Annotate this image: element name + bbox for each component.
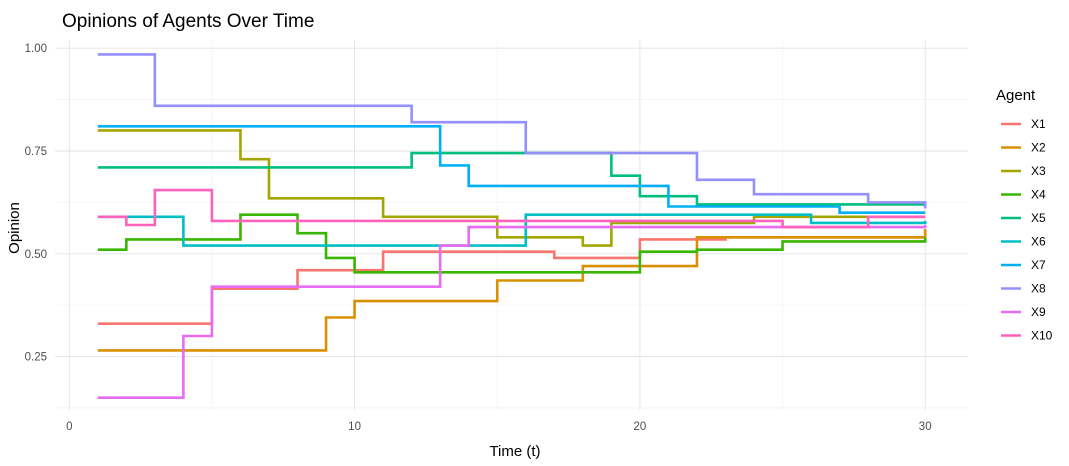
y-tick-label: 0.75 [25,146,47,158]
legend-label-x5: X5 [1031,211,1046,225]
y-tick-label: 0.25 [25,352,47,364]
legend-label-x7: X7 [1031,258,1046,272]
y-axis-title: Opinion [6,202,23,254]
legend-label-x2: X2 [1031,141,1046,155]
y-tick-label: 1.00 [25,43,47,55]
x-tick-labels: 0 10 20 30 [66,421,932,433]
legend-items: X1 X2 X3 X4 X5 X6 X7 X8 X9 X10 [1001,117,1053,343]
legend-label-x4: X4 [1031,188,1046,202]
series-line-x7 [97,125,926,214]
x-axis-title: Time (t) [489,443,540,460]
x-tick-label: 0 [66,421,72,433]
series-line-x4 [97,213,927,274]
legend: Agent X1 X2 X3 X4 X5 X6 X7 X8 X9 X10 [996,87,1053,343]
legend-label-x3: X3 [1031,164,1046,178]
legend-label-x1: X1 [1031,117,1046,131]
grid-lines [55,40,968,410]
series-lines [97,53,927,399]
series-line-x1 [97,229,927,325]
chart-title: Opinions of Agents Over Time [62,11,314,32]
series-line-x5 [97,151,926,206]
series-line-x2 [97,229,927,352]
x-tick-label: 10 [348,421,361,433]
legend-label-x6: X6 [1031,235,1046,249]
x-tick-label: 20 [633,421,646,433]
series-line-x6 [97,213,927,247]
y-tick-labels: 0.25 0.50 0.75 1.00 [25,43,47,363]
legend-label-x10: X10 [1031,329,1053,343]
legend-title: Agent [996,87,1036,104]
legend-label-x8: X8 [1031,282,1046,296]
series-line-x10 [97,188,926,229]
legend-label-x9: X9 [1031,305,1046,319]
series-line-x9 [97,225,927,399]
x-tick-label: 30 [919,421,932,433]
y-tick-label: 0.50 [25,249,47,261]
series-line-x8 [97,53,927,209]
